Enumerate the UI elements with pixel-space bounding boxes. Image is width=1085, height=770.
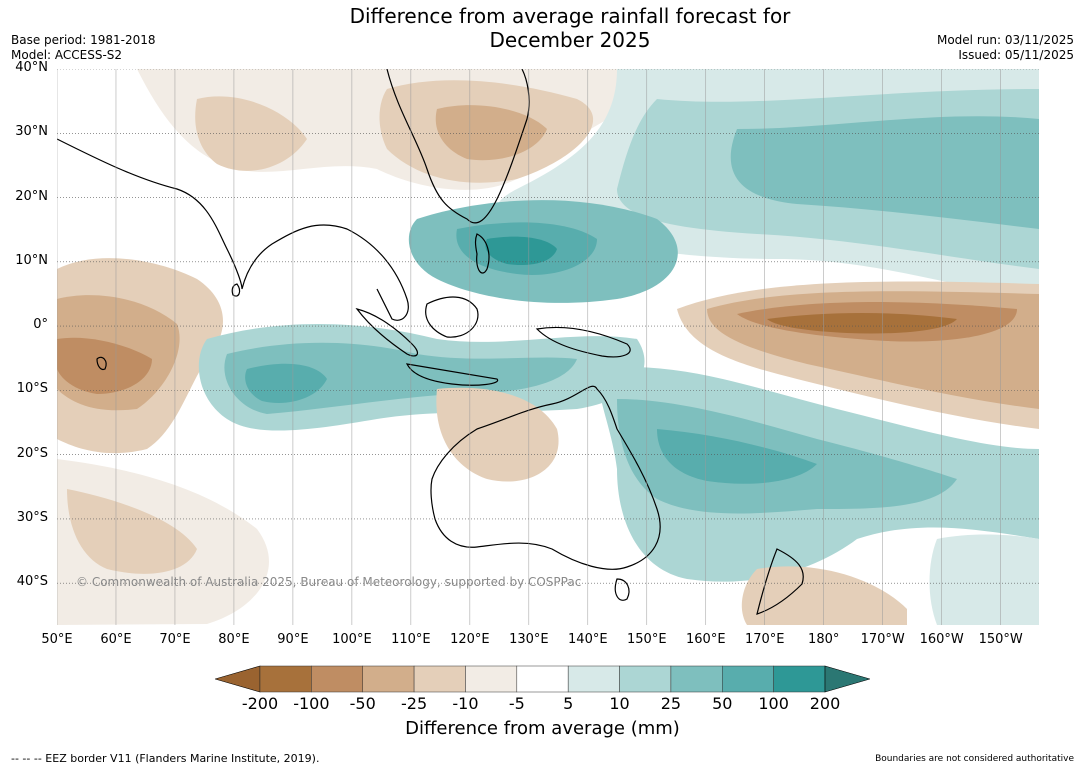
colorbar-tick-label: -100 [293, 694, 330, 713]
colorbar-tick-label: 25 [660, 694, 682, 713]
colorbar-bin [670, 665, 723, 693]
dry-region [67, 489, 197, 574]
java-coastline [405, 363, 499, 386]
longitude-label: 50°E [41, 632, 73, 647]
longitude-label: 80°E [218, 632, 250, 647]
colorbar-tick-label: -25 [401, 694, 428, 713]
chart-title: Difference from average rainfall forecas… [270, 4, 870, 52]
rainfall-anomaly-map [57, 69, 1039, 625]
dry-region [767, 313, 957, 334]
longitude-label: 180° [808, 632, 840, 647]
east-asia-coastline [386, 69, 530, 224]
dry-region [195, 96, 307, 171]
colorbar-title: Difference from average (mm) [405, 718, 680, 739]
wet-region [224, 342, 578, 414]
colorbar-bin [773, 665, 826, 693]
colorbar-tick-label: 50 [712, 694, 733, 713]
new-guinea-coastline [535, 326, 631, 358]
base-period: Base period: 1981-2018 [11, 33, 156, 47]
longitude-label: 170°W [860, 632, 905, 647]
graticule [57, 69, 1039, 625]
colorbar-above-max [824, 665, 870, 693]
wet-region [657, 429, 817, 484]
colorbar-tick-label: 10 [609, 694, 630, 713]
sumatra-coastline [355, 308, 419, 357]
latitude-label: 20°S [16, 445, 48, 461]
colorbar-tick-label: -10 [452, 694, 479, 713]
model-name: Model: ACCESS-S2 [11, 48, 123, 62]
tasmania-coastline [614, 578, 630, 601]
wet-region [730, 116, 1039, 229]
longitude-label: 160°W [919, 632, 964, 647]
longitude-label: 140°E [568, 632, 608, 647]
longitude-label: 160°E [686, 632, 726, 647]
wet-region [485, 236, 557, 266]
colorbar-tick-label: 100 [758, 694, 789, 713]
dry-region [435, 105, 547, 161]
dry-region [741, 566, 907, 625]
latitude-label: 10°S [16, 381, 48, 397]
latitude-label: 30°N [15, 124, 48, 140]
philippines-coastline [474, 233, 490, 274]
borneo-coastline [425, 296, 479, 338]
meta-left: Base period: 1981-2018 Model: ACCESS-S2 [11, 33, 156, 63]
boundary-disclaimer: Boundaries are not considered authoritat… [875, 754, 1074, 764]
colorbar [215, 665, 870, 693]
colorbar-below-min [215, 665, 261, 693]
latitude-label: 30°S [16, 509, 48, 525]
madagascar-region-coastline [96, 356, 107, 371]
colorbar-tick-label: 5 [563, 694, 574, 713]
colorbar-tick-label: -5 [508, 694, 525, 713]
longitude-label: 150°W [978, 632, 1023, 647]
colorbar-bin [567, 665, 620, 693]
latitude-label: 10°N [15, 252, 48, 268]
latitude-label: 40°N [15, 60, 48, 75]
copyright-notice: © Commonwealth of Australia 2025, Bureau… [76, 575, 582, 589]
longitude-label: 60°E [100, 632, 132, 647]
anomaly-shading [57, 69, 1039, 625]
colorbar-bin [722, 665, 774, 693]
title-line-2: December 2025 [489, 28, 651, 52]
colorbar-bin [311, 665, 363, 693]
colorbar-tick-label: -200 [241, 694, 279, 713]
latitude-label: 40°S [16, 574, 48, 590]
longitude-label: 130°E [509, 632, 549, 647]
colorbar-bin [516, 665, 569, 693]
asia-coastline [57, 138, 409, 321]
issued-date: Issued: 05/11/2025 [958, 48, 1074, 62]
longitude-label: 110°E [391, 632, 431, 647]
eez-note: -- -- -- EEZ border V11 (Flanders Marine… [11, 752, 320, 765]
colorbar-bin [413, 665, 466, 693]
colorbar-bin [465, 665, 518, 693]
dry-region [57, 337, 152, 394]
longitude-label: 70°E [159, 632, 191, 647]
latitude-label: 0° [33, 317, 48, 333]
longitude-label: 120°E [450, 632, 490, 647]
colorbar-tick-label: -50 [349, 694, 376, 713]
australia-coastline [430, 385, 661, 570]
colorbar-bin [619, 665, 672, 693]
wet-region [929, 534, 1039, 625]
longitude-label: 100°E [332, 632, 372, 647]
wet-region [245, 363, 327, 403]
colorbar-bin [259, 665, 312, 693]
meta-right: Model run: 03/11/2025 Issued: 05/11/2025 [937, 33, 1074, 63]
colorbar-bin [362, 665, 415, 693]
colorbar-tick-label: 200 [809, 694, 841, 713]
longitude-label: 170°E [744, 632, 785, 647]
model-run: Model run: 03/11/2025 [936, 33, 1074, 47]
latitude-label: 20°N [15, 188, 48, 204]
longitude-label: 150°E [627, 632, 667, 647]
coastlines [57, 69, 804, 615]
title-line-1: Difference from average rainfall forecas… [349, 4, 791, 28]
new-zealand-coastline [756, 548, 804, 615]
longitude-label: 90°E [277, 632, 309, 647]
